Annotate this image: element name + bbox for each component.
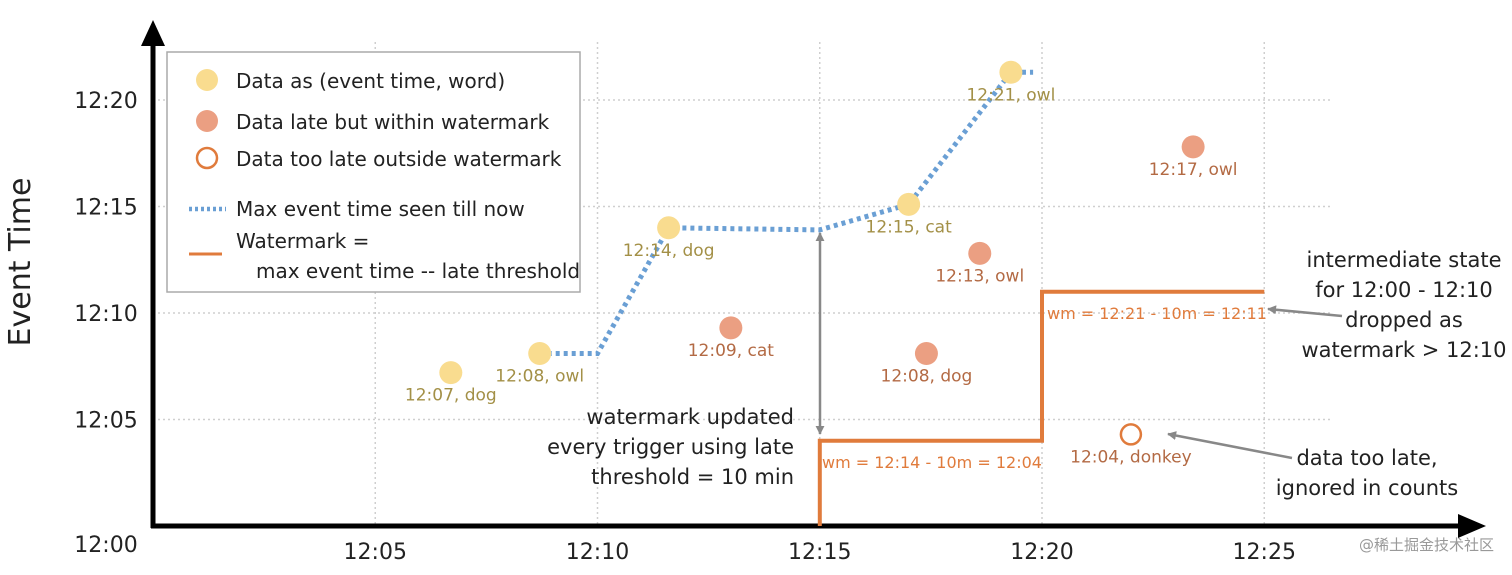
- legend-on-time-marker: [196, 69, 218, 91]
- x-axis-arrow: [1458, 514, 1486, 538]
- y-axis-title: Event Time: [3, 178, 38, 347]
- point-label: 12:09, cat: [688, 341, 775, 361]
- legend-too-late-marker: [195, 146, 219, 170]
- point-label: 12:14, dog: [623, 241, 715, 261]
- x-tick-label: 12:20: [1010, 540, 1073, 565]
- dropped-annotation-line-3: dropped as: [1345, 308, 1463, 332]
- x-tick-label: 12:15: [788, 540, 851, 565]
- x-tick-label: 12:10: [566, 540, 629, 565]
- dropped-annotation: intermediate state for 12:00 - 12:10 dro…: [1301, 248, 1506, 362]
- dropped-arrow: [1267, 305, 1343, 318]
- trigger-annotation-line-1: watermark updated: [586, 405, 794, 429]
- point-marker: [1119, 423, 1143, 446]
- legend-on-time-label: Data as (event time, word): [236, 69, 505, 93]
- too-late-annotation-line-1: data too late,: [1296, 446, 1437, 470]
- y-tick-label: 12:05: [74, 409, 137, 434]
- site-watermark: @稀土掘金技术社区: [1359, 536, 1494, 554]
- y-tick-label: 12:20: [74, 89, 137, 114]
- data-point-on-time: 12:15, cat: [866, 192, 953, 237]
- legend-box: [166, 51, 581, 293]
- point-marker: [528, 341, 552, 365]
- point-marker: [968, 241, 992, 265]
- y-tick-label: 12:10: [74, 302, 137, 327]
- legend-late-label: Data late but within watermark: [236, 110, 550, 134]
- watermark-label-2: wm = 12:21 - 10m = 12:11: [1047, 304, 1267, 323]
- legend-watermark-label-2: max event time -- late threshold: [256, 259, 580, 283]
- data-point-on-time: 12:08, owl: [495, 341, 584, 386]
- point-label: 12:15, cat: [866, 217, 953, 237]
- y-axis-arrow: [141, 20, 165, 46]
- legend-late-marker: [196, 110, 218, 132]
- point-marker: [999, 60, 1023, 84]
- dropped-annotation-line-1: intermediate state: [1307, 248, 1502, 272]
- dropped-annotation-line-4: watermark > 12:10: [1301, 338, 1506, 362]
- trigger-annotation-line-2: every trigger using late: [547, 435, 794, 459]
- too-late-arrow: [1167, 431, 1293, 460]
- point-marker: [1181, 135, 1205, 159]
- point-label: 12:04, donkey: [1070, 447, 1192, 467]
- point-label: 12:13, owl: [935, 266, 1024, 286]
- data-point-late-within: 12:17, owl: [1149, 135, 1238, 180]
- point-label: 12:07, dog: [405, 386, 497, 406]
- data-point-on-time: 12:14, dog: [623, 216, 715, 261]
- point-marker: [897, 192, 921, 216]
- point-label: 12:08, dog: [881, 366, 973, 386]
- watermark-label-1: wm = 12:14 - 10m = 12:04: [822, 453, 1042, 472]
- point-label: 12:17, owl: [1149, 160, 1238, 180]
- y-tick-labels: 12:00 12:05 12:10 12:15 12:20: [74, 89, 137, 558]
- data-point-late-within: 12:13, owl: [935, 241, 1024, 286]
- too-late-annotation: data too late, ignored in counts: [1276, 446, 1458, 500]
- y-tick-label: 12:00: [74, 533, 137, 558]
- legend-max-line-label: Max event time seen till now: [236, 197, 525, 221]
- x-tick-labels: 12:05 12:10 12:15 12:20 12:25: [344, 540, 1296, 565]
- trigger-annotation: watermark updated every trigger using la…: [547, 405, 794, 489]
- data-point-too-late: 12:04, donkey: [1070, 423, 1192, 467]
- axes: [141, 20, 1486, 538]
- x-tick-label: 12:05: [344, 540, 407, 565]
- trigger-annotation-line-3: threshold = 10 min: [591, 465, 794, 489]
- data-point-on-time: 12:21, owl: [966, 60, 1055, 105]
- x-tick-label: 12:25: [1233, 540, 1296, 565]
- data-point-late-within: 12:09, cat: [688, 316, 775, 361]
- point-marker: [439, 361, 463, 385]
- legend: Data as (event time, word) Data late but…: [166, 51, 581, 293]
- point-marker: [719, 316, 743, 340]
- point-marker: [914, 341, 938, 365]
- dropped-annotation-line-2: for 12:00 - 12:10: [1315, 278, 1493, 302]
- legend-too-late-label: Data too late outside watermark: [236, 147, 562, 171]
- y-tick-label: 12:15: [74, 196, 137, 221]
- point-marker: [657, 216, 681, 240]
- data-point-late-within: 12:08, dog: [881, 341, 973, 386]
- point-label: 12:21, owl: [966, 85, 1055, 105]
- too-late-annotation-line-2: ignored in counts: [1276, 476, 1458, 500]
- watermark-line: [817, 289, 1265, 526]
- legend-watermark-label-1: Watermark =: [236, 229, 369, 253]
- point-label: 12:08, owl: [495, 366, 584, 386]
- data-point-on-time: 12:07, dog: [405, 361, 497, 406]
- max-event-time-line: [539, 69, 1034, 356]
